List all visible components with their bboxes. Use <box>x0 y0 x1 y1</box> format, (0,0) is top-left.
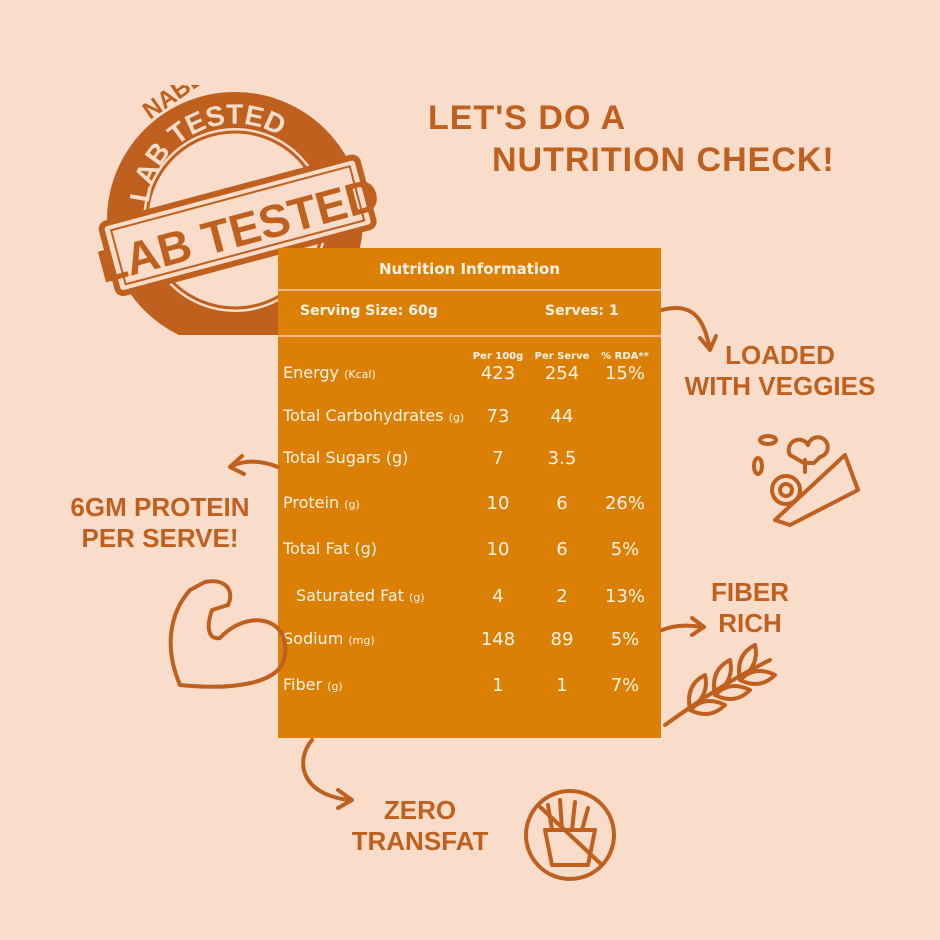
table-row: Energy (Kcal) 423 254 15% <box>278 363 661 393</box>
nutrient-name: Total Fat (g) <box>283 539 377 558</box>
value-rda: 5% <box>610 539 640 560</box>
callout-line: PER SERVE! <box>81 523 239 553</box>
value-perserve: 89 <box>550 629 574 650</box>
column-header: Per Serve <box>534 351 590 362</box>
nutrient-name: Total Carbohydrates <box>283 406 444 425</box>
table-row: Total Sugars (g) 7 3.5 <box>278 448 661 478</box>
callout-line: TRANSFAT <box>351 826 489 856</box>
arrow-icon <box>228 454 280 476</box>
table-row: Total Fat (g) 10 6 5% <box>278 539 661 569</box>
value-per100: 148 <box>480 629 516 650</box>
headline-line2: NUTRITION CHECK! <box>492 141 835 179</box>
serving-size: Serving Size: 60g <box>300 303 438 319</box>
value-per100: 4 <box>492 586 504 607</box>
value-perserve: 44 <box>550 406 574 427</box>
value-perserve: 6 <box>556 493 568 514</box>
nutrient-name: Protein <box>283 493 340 512</box>
nutrient-name: Energy <box>283 363 340 382</box>
table-row: Fiber (g) 1 1 7% <box>278 675 661 705</box>
value-perserve: 1 <box>556 675 568 696</box>
headline-line1: LET'S DO A <box>428 99 627 137</box>
callout-veggies: LOADED WITH VEGGIES <box>680 340 880 402</box>
value-perserve: 254 <box>544 363 580 384</box>
table-row: Total Carbohydrates (g) 73 44 <box>278 406 661 436</box>
table-row: Saturated Fat (g) 4 2 13% <box>278 586 661 616</box>
nutrient-unit: (Kcal) <box>344 368 376 381</box>
value-perserve: 6 <box>556 539 568 560</box>
callout-line: 6GM PROTEIN <box>70 492 250 522</box>
nutrient-unit: (g) <box>327 680 343 693</box>
callout-line: LOADED <box>725 340 835 370</box>
nutrient-label: Saturated Fat (g) <box>296 586 425 605</box>
value-per100: 423 <box>480 363 516 384</box>
nutrient-name: Sodium <box>283 629 344 648</box>
headline: LET'S DO A NUTRITION CHECK! <box>428 98 835 180</box>
nutrient-unit: (g) <box>344 498 360 511</box>
value-per100: 73 <box>486 406 510 427</box>
nutrient-label: Total Carbohydrates (g) <box>283 406 464 425</box>
value-rda: 26% <box>604 493 645 514</box>
value-rda: 15% <box>604 363 645 384</box>
no-fries-icon <box>524 789 616 881</box>
value-rda: 7% <box>610 675 640 696</box>
nutrient-label: Energy (Kcal) <box>283 363 376 382</box>
nutrient-label: Total Fat (g) <box>283 539 377 558</box>
arrow-icon <box>660 616 706 637</box>
table-row: Protein (g) 10 6 26% <box>278 493 661 523</box>
column-header: Per 100g <box>472 351 524 362</box>
callout-line: RICH <box>718 608 782 638</box>
callout-line: FIBER <box>711 577 789 607</box>
value-per100: 1 <box>492 675 504 696</box>
value-per100: 7 <box>492 448 504 469</box>
wheat-icon <box>663 643 777 727</box>
value-per100: 10 <box>486 493 510 514</box>
value-perserve: 3.5 <box>547 448 577 469</box>
value-rda: 13% <box>604 586 645 607</box>
nutrition-table: Nutrition Information Serving Size: 60g … <box>278 248 661 738</box>
callout-line: WITH VEGGIES <box>684 371 876 401</box>
nutrient-label: Fiber (g) <box>283 675 343 694</box>
callout-transfat: ZERO TRANSFAT <box>345 795 495 857</box>
flexed-arm-icon <box>168 579 288 689</box>
table-title: Nutrition Information <box>379 260 560 278</box>
nutrient-unit: (mg) <box>348 634 375 647</box>
nutrient-unit: (g) <box>448 411 465 424</box>
value-perserve: 2 <box>556 586 568 607</box>
nutrient-name: Total Sugars (g) <box>283 448 409 467</box>
serves: Serves: 1 <box>545 303 619 319</box>
nutrient-name: Saturated Fat <box>296 586 404 605</box>
vegetables-icon <box>752 434 860 527</box>
value-rda: 5% <box>610 629 640 650</box>
nutrient-unit: (g) <box>409 591 425 604</box>
callout-fiber: FIBER RICH <box>700 577 800 639</box>
nutrient-name: Fiber <box>283 675 323 694</box>
nutrient-label: Sodium (mg) <box>283 629 375 648</box>
value-per100: 10 <box>486 539 510 560</box>
column-header: % RDA** <box>601 351 649 362</box>
table-row: Sodium (mg) 148 89 5% <box>278 629 661 659</box>
nutrient-label: Protein (g) <box>283 493 360 512</box>
nutrient-label: Total Sugars (g) <box>283 448 408 467</box>
callout-line: ZERO <box>383 795 457 825</box>
callout-protein: 6GM PROTEIN PER SERVE! <box>60 492 260 554</box>
